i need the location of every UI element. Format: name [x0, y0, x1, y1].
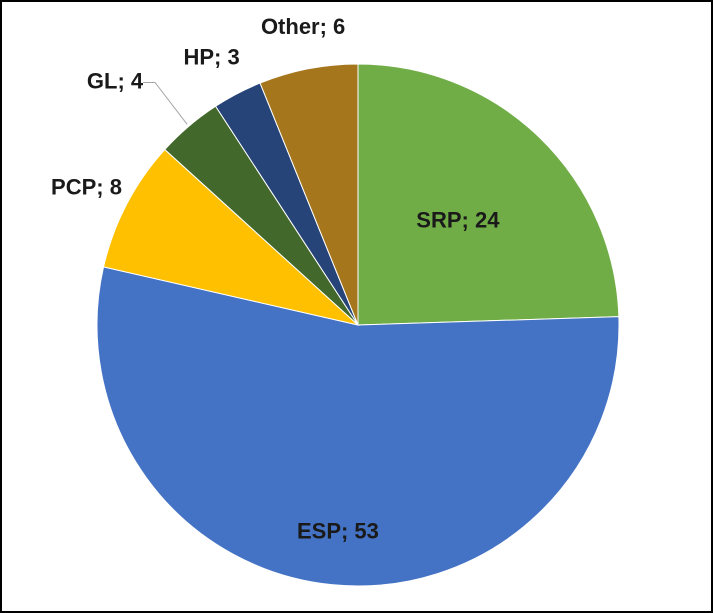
pie-slice	[357, 63, 620, 326]
data-label: Other; 6	[261, 14, 345, 39]
pie-slice	[96, 266, 620, 587]
data-label: PCP; 8	[51, 174, 122, 199]
data-label: ESP; 53	[297, 519, 379, 544]
leader-line	[143, 81, 188, 125]
data-label: SRP; 24	[416, 208, 500, 233]
pie-slice	[102, 148, 360, 326]
data-label: HP; 3	[183, 44, 239, 69]
pie-slice	[259, 63, 359, 326]
data-label: GL; 4	[87, 68, 144, 93]
